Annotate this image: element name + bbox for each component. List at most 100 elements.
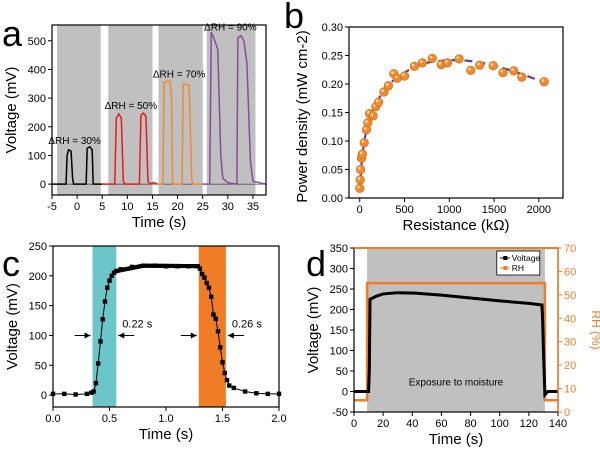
x-tick-label: 60 [435, 418, 447, 430]
data-marker [105, 285, 110, 290]
y-tick-label: 200 [330, 305, 348, 317]
x-tick-label: 1500 [482, 204, 506, 216]
point-highlight [358, 166, 361, 170]
data-point [355, 183, 365, 193]
data-marker [227, 383, 232, 388]
legend-label: Voltage [512, 253, 541, 263]
point-highlight [359, 151, 363, 155]
arrowhead [84, 332, 91, 339]
panel-label-b: b [284, 0, 304, 36]
x-tick-label: 35 [247, 201, 259, 213]
point-highlight [419, 60, 423, 63]
point-highlight [511, 68, 514, 71]
x-tick-label: 140 [549, 418, 567, 430]
x-tick-label: 1.5 [215, 413, 230, 425]
data-marker [218, 345, 223, 350]
rh-line [354, 281, 558, 402]
response-band [92, 246, 117, 407]
y2-tick-label: 20 [564, 360, 576, 372]
plot-frame [348, 26, 564, 199]
data-point [417, 58, 428, 68]
y-tick-label: 100 [28, 150, 46, 162]
data-marker [222, 370, 227, 376]
voltage-line [354, 291, 558, 399]
data-marker [109, 273, 114, 279]
point-highlight [366, 111, 370, 114]
data-point [488, 61, 498, 71]
x-tick-label: 80 [464, 418, 476, 430]
arrowhead [227, 332, 234, 339]
data-marker [254, 391, 259, 396]
x-tick-label: 0 [351, 418, 357, 430]
series-label: ΔRH = 50% [105, 101, 158, 112]
data-marker [231, 385, 236, 391]
y-tick-label: 250 [330, 284, 348, 296]
x-tick-label: 0 [357, 204, 363, 216]
y-tick-label: 50 [35, 360, 47, 372]
y-tick-label: 150 [29, 301, 47, 313]
point-highlight [541, 79, 545, 82]
y-tick-label: 0.30 [322, 22, 343, 34]
y2-axis-label: RH (%) [589, 310, 600, 349]
x-tick-label: 5 [99, 201, 105, 213]
y2-tick-label: 50 [564, 290, 576, 302]
data-point [409, 61, 419, 71]
data-point [427, 53, 437, 63]
point-highlight [385, 83, 389, 86]
x-tick-label: 120 [520, 418, 538, 430]
y-tick-label: 0.00 [322, 193, 343, 205]
data-point [355, 175, 365, 185]
data-point [359, 138, 369, 148]
y-tick-label: 0 [342, 387, 348, 399]
data-point [498, 67, 508, 78]
panel-label-a: a [2, 13, 23, 54]
series-label: ΔRH = 70% [153, 69, 206, 80]
x-axis-label: Resistance (kΩ) [402, 217, 509, 234]
exposure-band [57, 25, 101, 195]
data-point [539, 77, 549, 87]
data-marker [91, 389, 96, 394]
x-tick-label: 2.0 [271, 413, 286, 425]
series-label: ΔRH = 90% [204, 23, 257, 34]
data-marker [265, 391, 270, 397]
x-tick-label: 500 [395, 204, 413, 216]
y2-tick-label: 70 [564, 243, 576, 255]
data-point [442, 58, 453, 68]
x-tick-label: 20 [377, 418, 389, 430]
data-point [454, 54, 464, 64]
y-tick-label: 500 [28, 36, 46, 48]
data-point [466, 65, 476, 75]
panel-c: 0.22 s 0.26 s 0.0 0.5 1.0 1.5 2.0 0 50 100 150 200 2… [4, 241, 287, 443]
y2-tick-label: 10 [564, 384, 576, 396]
y-tick-label: 350 [330, 243, 348, 255]
point-highlight [438, 62, 442, 65]
point-highlight [401, 73, 405, 77]
series-line [202, 31, 266, 185]
y-tick-label: 200 [28, 122, 46, 134]
y-axis-label: Power density (mW cm-2) [294, 30, 311, 203]
data-marker [197, 266, 203, 271]
data-point [517, 72, 527, 82]
data-marker [199, 271, 205, 277]
arrowhead [118, 332, 125, 339]
y-tick-label: 0.15 [322, 108, 343, 120]
series-label: ΔRH = 30% [48, 136, 101, 147]
panel-label-d: d [306, 243, 326, 284]
y-tick-label: 50 [336, 366, 348, 378]
x-axis-label: Time (s) [429, 431, 483, 448]
exposure-band [158, 25, 203, 195]
x-tick-label: 1000 [437, 204, 461, 216]
legend-label: RH [512, 263, 524, 273]
data-marker [100, 317, 105, 322]
data-marker [62, 391, 67, 397]
y-tick-label: 150 [330, 325, 348, 337]
point-highlight [365, 120, 368, 123]
x-tick-label: 30 [222, 201, 234, 213]
exposure-annotation: Exposure to moisture [409, 377, 504, 388]
y-tick-label: 0.05 [322, 165, 343, 177]
data-marker [220, 360, 225, 365]
x-tick-label: 0 [74, 201, 80, 213]
data-point [475, 60, 485, 70]
x-tick-label: 40 [406, 418, 418, 430]
